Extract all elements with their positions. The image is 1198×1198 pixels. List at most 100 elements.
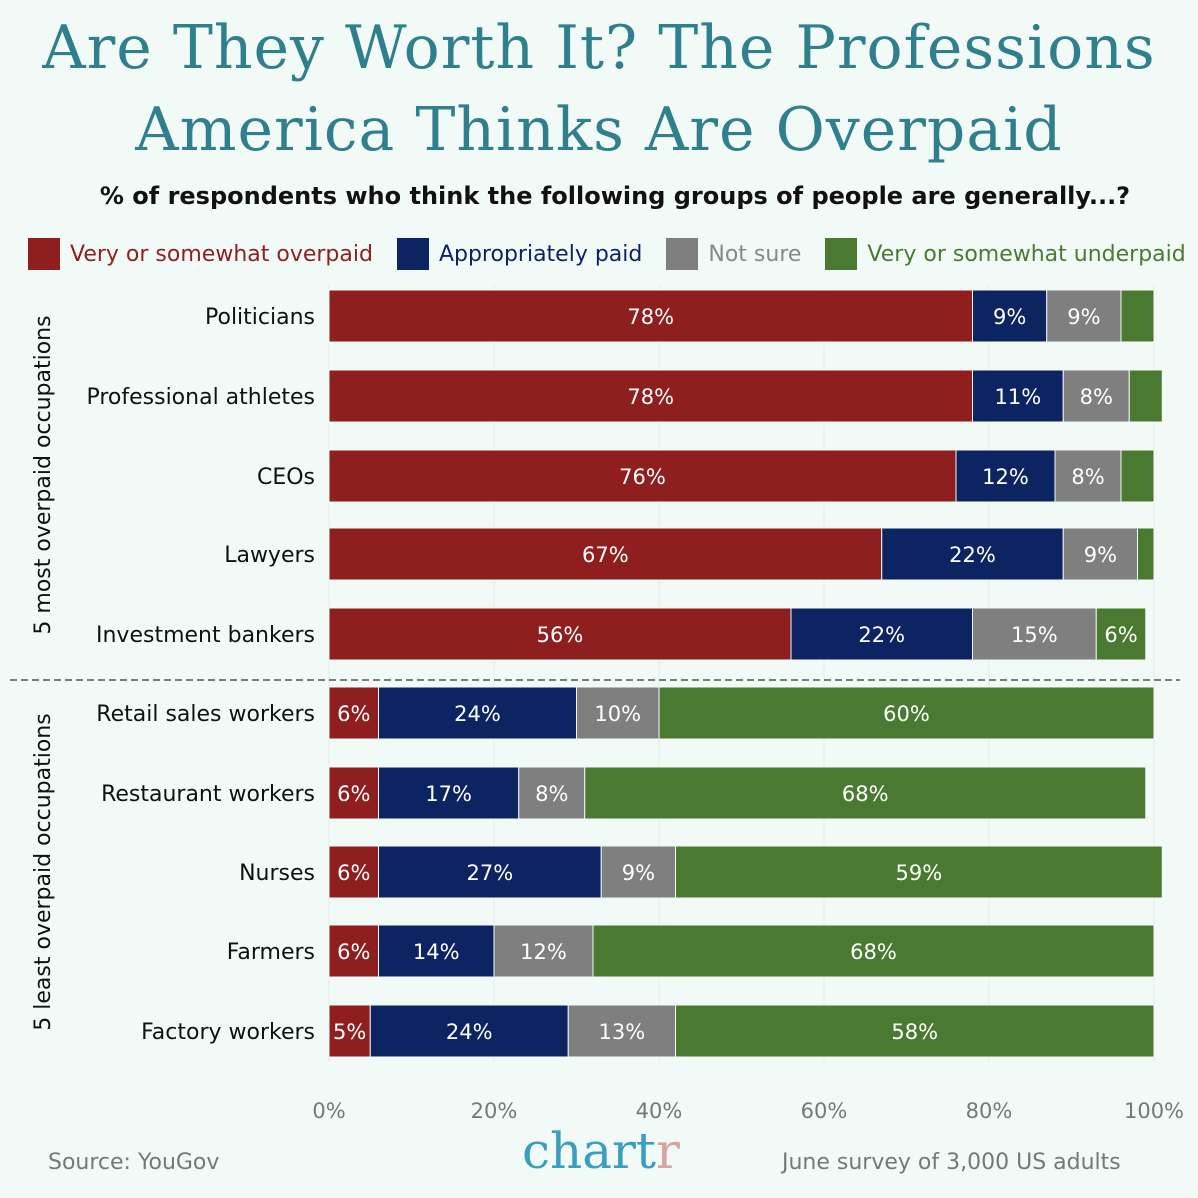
legend-item-underpaid: Very or somewhat underpaid bbox=[825, 238, 1186, 270]
data-label: 9% bbox=[1084, 543, 1117, 567]
legend-item-overpaid: Very or somewhat overpaid bbox=[28, 238, 373, 270]
bar-segment bbox=[378, 845, 602, 899]
bar-segment bbox=[328, 527, 883, 581]
bar-segment bbox=[328, 607, 792, 661]
category-label: Lawyers bbox=[224, 543, 315, 568]
group-label: 5 least overpaid occupations bbox=[31, 713, 56, 1030]
bar-segment bbox=[493, 924, 594, 978]
legend-swatch bbox=[28, 238, 60, 270]
data-label: 56% bbox=[537, 623, 584, 647]
bar-segment bbox=[1095, 607, 1147, 661]
bar-segment bbox=[1137, 527, 1155, 581]
data-label: 78% bbox=[627, 305, 674, 329]
category-label: Nurses bbox=[239, 861, 315, 886]
data-label: 9% bbox=[1067, 305, 1100, 329]
data-label: 8% bbox=[1071, 465, 1104, 489]
survey-note: June survey of 3,000 US adults bbox=[782, 1150, 1121, 1175]
data-label: 59% bbox=[896, 861, 943, 885]
category-label: Professional athletes bbox=[86, 385, 315, 410]
title-line-1: Are They Worth It? The Professions bbox=[42, 13, 1156, 83]
bar-segment bbox=[328, 1004, 371, 1058]
bar-segment bbox=[328, 686, 379, 740]
x-tick-label: 80% bbox=[966, 1099, 1013, 1123]
data-label: 6% bbox=[1104, 623, 1137, 647]
legend-item-not-sure: Not sure bbox=[666, 238, 801, 270]
data-label: 12% bbox=[520, 940, 567, 964]
bar-segment bbox=[675, 845, 1163, 899]
data-label: 60% bbox=[883, 702, 930, 726]
x-tick-label: 0% bbox=[312, 1099, 345, 1123]
data-label: 6% bbox=[337, 940, 370, 964]
data-label: 9% bbox=[993, 305, 1026, 329]
legend-label: Not sure bbox=[708, 241, 802, 267]
category-label: Retail sales workers bbox=[96, 702, 315, 727]
bar-segment bbox=[1120, 289, 1155, 343]
bar-segment bbox=[378, 686, 577, 740]
bar-segment bbox=[1046, 289, 1122, 343]
category-label: Investment bankers bbox=[96, 623, 315, 648]
x-tick-label: 60% bbox=[801, 1099, 848, 1123]
data-label: 11% bbox=[995, 385, 1042, 409]
bar-segment bbox=[1120, 449, 1155, 503]
data-label: 27% bbox=[467, 861, 514, 885]
data-label: 68% bbox=[850, 940, 897, 964]
chartr-logo: chartr bbox=[522, 1122, 680, 1180]
data-label: 14% bbox=[413, 940, 460, 964]
data-label: 5% bbox=[333, 1020, 366, 1044]
data-label: 24% bbox=[446, 1020, 493, 1044]
bar-segment bbox=[658, 686, 1155, 740]
legend-item-appropriate: Appropriately paid bbox=[396, 238, 643, 270]
bar-segment bbox=[567, 1004, 676, 1058]
legend-label: Appropriately paid bbox=[438, 241, 643, 267]
category-label: Restaurant workers bbox=[101, 782, 315, 807]
data-label: 24% bbox=[454, 702, 501, 726]
data-label: 22% bbox=[858, 623, 905, 647]
data-label: 67% bbox=[582, 543, 629, 567]
bar-segment bbox=[592, 924, 1155, 978]
data-label: 12% bbox=[982, 465, 1029, 489]
legend-swatch bbox=[666, 238, 699, 270]
bar-segment bbox=[378, 924, 495, 978]
subtitle: % of respondents who think the following… bbox=[99, 182, 1131, 210]
category-label: CEOs bbox=[257, 465, 315, 490]
bar-segment bbox=[881, 527, 1064, 581]
logo-accent: r bbox=[656, 1122, 680, 1180]
logo-main: chart bbox=[522, 1122, 657, 1180]
x-tick-label: 20% bbox=[471, 1099, 518, 1123]
legend-label: Very or somewhat underpaid bbox=[867, 241, 1186, 267]
bar-segment bbox=[955, 449, 1056, 503]
data-label: 8% bbox=[1080, 385, 1113, 409]
bar-segment bbox=[600, 845, 676, 899]
source: Source: YouGov bbox=[48, 1150, 220, 1175]
bar-segment bbox=[576, 686, 660, 740]
bar-segment bbox=[328, 766, 379, 820]
data-label: 6% bbox=[337, 782, 370, 806]
legend-label: Very or somewhat overpaid bbox=[70, 241, 373, 267]
bar-segment bbox=[369, 1004, 569, 1058]
bar-segment bbox=[972, 369, 1064, 423]
bar-segment bbox=[328, 449, 957, 503]
data-label: 76% bbox=[619, 465, 666, 489]
bar-segment bbox=[378, 766, 520, 820]
data-label: 10% bbox=[594, 702, 641, 726]
data-label: 8% bbox=[535, 782, 568, 806]
data-label: 6% bbox=[337, 861, 370, 885]
bar-segment bbox=[1128, 369, 1163, 423]
bar-segment bbox=[1054, 449, 1122, 503]
bar-segment bbox=[328, 289, 973, 343]
data-label: 9% bbox=[622, 861, 655, 885]
legend-swatch bbox=[825, 238, 858, 270]
data-label: 13% bbox=[599, 1020, 646, 1044]
bar-segment bbox=[790, 607, 973, 661]
x-tick-label: 100% bbox=[1124, 1099, 1184, 1123]
category-label: Politicians bbox=[205, 305, 315, 330]
title-line-2: America Thinks Are Overpaid bbox=[135, 95, 1063, 165]
legend: Very or somewhat overpaid Appropriately … bbox=[28, 238, 1196, 270]
data-label: 6% bbox=[337, 702, 370, 726]
group-label: 5 most overpaid occupations bbox=[31, 315, 56, 634]
data-label: 17% bbox=[425, 782, 472, 806]
data-label: 78% bbox=[627, 385, 674, 409]
bar-segment bbox=[584, 766, 1147, 820]
